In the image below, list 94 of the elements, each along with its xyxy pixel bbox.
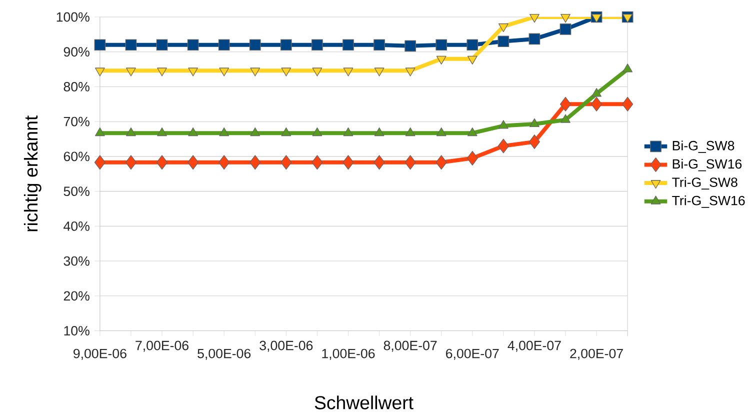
point: [592, 88, 602, 97]
point: [280, 155, 292, 170]
point: [560, 14, 570, 23]
point: [312, 155, 323, 170]
point: [125, 39, 137, 51]
y-tick-label: 20%: [64, 291, 90, 301]
point: [467, 56, 478, 65]
point: [280, 39, 292, 51]
point: [498, 24, 508, 32]
point: [156, 39, 168, 51]
point: [436, 128, 446, 136]
x-tick-label: 7,00E-06: [136, 340, 188, 352]
point: [374, 155, 385, 170]
point: [560, 114, 570, 123]
x-tick-label: 3,00E-06: [260, 340, 313, 352]
point: [250, 68, 260, 76]
point: [219, 128, 230, 136]
point: [498, 138, 509, 154]
point: [528, 33, 540, 45]
point: [528, 134, 540, 150]
point: [342, 155, 354, 170]
point: [94, 68, 105, 76]
y-tick-label: 90%: [64, 47, 90, 57]
point: [467, 128, 478, 136]
point: [218, 39, 230, 51]
x-tick-label: 5,00E-06: [198, 348, 251, 360]
y-tick-label: 70%: [64, 116, 90, 126]
point: [466, 39, 478, 51]
legend-label: Bi-G_SW16: [672, 159, 742, 172]
point: [404, 155, 416, 170]
point: [188, 128, 198, 136]
point: [94, 39, 106, 51]
point: [281, 68, 292, 76]
x-tick-label: 8,00E-07: [384, 340, 437, 352]
point: [404, 40, 416, 52]
point: [188, 68, 198, 76]
point: [622, 96, 634, 112]
point: [530, 14, 540, 23]
point: [249, 39, 261, 51]
y-tick-label: 80%: [64, 82, 90, 92]
point: [560, 24, 572, 35]
point: [405, 128, 416, 136]
point: [126, 68, 136, 76]
point: [157, 128, 167, 136]
x-tick-label: 1,00E-06: [322, 348, 375, 360]
point: [157, 68, 167, 76]
point: [343, 128, 354, 136]
point: [374, 68, 384, 76]
point: [436, 56, 446, 65]
y-tick-label: 50%: [64, 186, 90, 196]
point: [94, 155, 106, 170]
point: [156, 155, 168, 170]
y-tick-label: 40%: [64, 222, 90, 231]
y-tick-label: 30%: [64, 256, 90, 266]
point: [374, 128, 384, 136]
x-tick-label: 2,00E-07: [570, 348, 623, 360]
point: [312, 39, 323, 51]
point: [436, 155, 447, 170]
y-tick-label: 100%: [56, 12, 90, 22]
point: [466, 151, 478, 166]
point: [374, 39, 385, 51]
point: [405, 68, 416, 76]
point: [622, 14, 633, 23]
point: [94, 128, 105, 136]
x-axis-title: Schwellwert: [314, 396, 414, 410]
x-tick-label: 6,00E-07: [446, 348, 499, 360]
point: [218, 155, 230, 170]
y-axis-title: richtig erkannt: [24, 116, 42, 232]
x-tick-label: 9,00E-06: [74, 348, 126, 360]
y-tick-label: 60%: [64, 152, 90, 162]
legend-label: Tri-G_SW16: [672, 196, 745, 208]
point: [187, 39, 199, 51]
point: [498, 120, 508, 129]
y-tick-label: 10%: [64, 326, 90, 336]
point: [250, 128, 260, 136]
point: [312, 68, 322, 76]
point: [281, 128, 292, 136]
legend-label: Tri-G_SW8: [672, 177, 738, 190]
point: [125, 155, 137, 170]
point: [591, 96, 602, 112]
point: [343, 68, 354, 76]
point: [250, 155, 261, 170]
x-tick-label: 4,00E-07: [508, 340, 561, 352]
point: [436, 39, 448, 51]
point: [126, 128, 136, 136]
legend-label: Bi-G_SW8: [672, 140, 734, 153]
point: [342, 39, 354, 51]
point: [498, 36, 510, 48]
point: [188, 155, 199, 170]
point: [312, 128, 322, 136]
point: [219, 68, 230, 76]
point: [560, 96, 572, 112]
point: [530, 118, 540, 128]
point: [592, 14, 602, 23]
